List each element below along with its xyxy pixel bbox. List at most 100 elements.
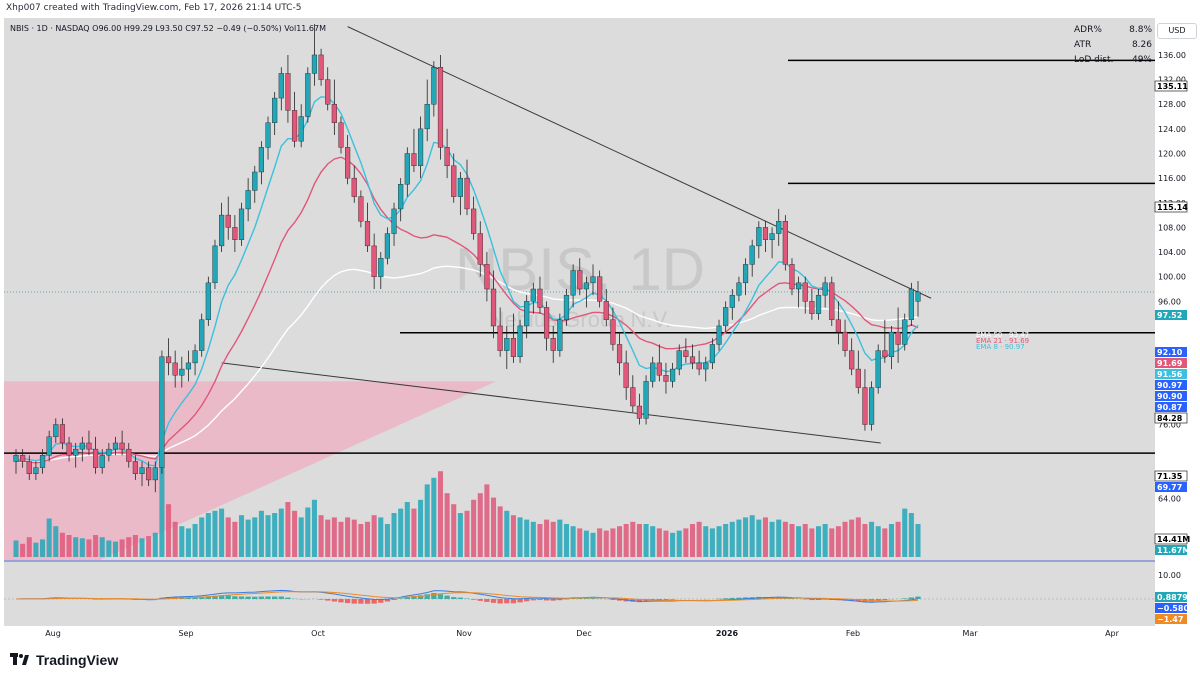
trendline xyxy=(347,26,932,299)
macd-histogram-bar xyxy=(232,596,238,599)
volume-bar xyxy=(617,526,623,557)
currency-button[interactable]: USD xyxy=(1157,23,1197,39)
volume-bar xyxy=(66,535,72,557)
candle-body xyxy=(86,442,92,450)
candle-body xyxy=(570,270,576,296)
candle-body xyxy=(192,350,198,364)
candle-body xyxy=(689,356,696,364)
tradingview-logo-icon xyxy=(10,653,29,665)
macd-histogram-bar xyxy=(908,597,915,599)
volume-bar xyxy=(232,521,238,557)
ema-legend-label: EMA 21 · 91.69 xyxy=(976,337,1029,345)
candle-body xyxy=(490,288,497,327)
price-label-box xyxy=(1154,201,1188,213)
volume-bar xyxy=(497,506,503,557)
volume-bar xyxy=(736,519,742,557)
price-axis[interactable] xyxy=(1155,18,1200,626)
macd-histogram-bar xyxy=(484,599,490,602)
volume-bar xyxy=(610,528,616,557)
macd-histogram-bar xyxy=(404,596,410,599)
volume-bar xyxy=(577,528,583,557)
candle-body xyxy=(676,350,682,370)
volume-bar xyxy=(99,537,105,557)
time-label: Oct xyxy=(311,629,325,638)
candle-body xyxy=(384,233,390,259)
trendline xyxy=(221,362,881,444)
macd-histogram-bar xyxy=(431,592,437,599)
volume-bar xyxy=(723,524,729,557)
candle-body xyxy=(66,442,72,456)
macd-histogram-bar xyxy=(192,597,198,599)
volume-bar xyxy=(192,524,198,557)
macd-histogram-bar xyxy=(364,599,371,604)
stat-value: 8.8% xyxy=(1129,25,1152,35)
candle-body xyxy=(73,448,79,456)
price-tick-label: 116.00 xyxy=(1158,174,1186,183)
candle-body xyxy=(868,387,875,425)
volume-bar xyxy=(491,497,497,557)
volume-bar xyxy=(484,484,490,557)
candle-body xyxy=(238,208,245,240)
volume-bar xyxy=(643,524,649,557)
macd-histogram-bar xyxy=(252,596,258,599)
volume-bar xyxy=(444,493,450,557)
macd-histogram-bar xyxy=(437,594,444,599)
volume-bar xyxy=(331,517,337,557)
macd-histogram-bar xyxy=(524,599,530,602)
candle-body xyxy=(411,153,417,167)
candle-body xyxy=(650,362,656,382)
macd-histogram-bar xyxy=(543,599,550,601)
price-label-box xyxy=(1154,533,1188,545)
volume-bar xyxy=(325,519,331,557)
candle-body xyxy=(696,362,702,370)
candle-body xyxy=(245,190,251,210)
volume-bar xyxy=(185,528,191,557)
volume-bar xyxy=(504,510,510,557)
candle-body xyxy=(802,282,808,302)
candle-body xyxy=(404,153,410,185)
macd-histogram-bar xyxy=(218,595,225,599)
volume-bar xyxy=(696,521,702,557)
macd-histogram-bar xyxy=(809,599,815,601)
stat-row-adr: ADR% 8.8% xyxy=(1074,25,1152,40)
price-tick-label: 64.00 xyxy=(1158,494,1181,503)
stat-label: LoD dist. xyxy=(1074,55,1114,65)
volume-bar xyxy=(537,524,543,557)
volume-bar xyxy=(225,517,231,557)
volume-bar xyxy=(471,499,477,557)
candle-body xyxy=(822,282,828,296)
volume-bar xyxy=(205,513,211,557)
macd-histogram-bar xyxy=(411,595,417,599)
price-tick-label: 132.00 xyxy=(1158,76,1186,85)
stat-label: ADR% xyxy=(1074,25,1102,35)
macd-histogram-bar xyxy=(583,598,590,599)
horizontal-levels xyxy=(4,59,1155,454)
candle-body xyxy=(325,79,331,105)
candle-body xyxy=(855,368,861,388)
volume-bar xyxy=(112,541,119,557)
candle-body xyxy=(756,227,762,247)
candle-body xyxy=(796,282,802,290)
price-tick-label: 120.00 xyxy=(1158,150,1186,159)
time-axis[interactable] xyxy=(4,626,1200,640)
volume-bar xyxy=(79,538,85,557)
volume-bar xyxy=(364,521,371,557)
volume-bar xyxy=(849,519,855,557)
volume-bar xyxy=(292,510,298,557)
macd-label-box xyxy=(1155,614,1187,624)
candle-body xyxy=(26,461,32,474)
tradingview-logo[interactable]: TradingView xyxy=(10,652,118,668)
time-label: Nov xyxy=(456,629,472,638)
candlestick-chart[interactable]: NBIS, 1D Nebius Group N.V. EMA 50 · 93.4… xyxy=(0,0,1200,640)
macd-histogram-bar xyxy=(510,599,517,604)
candle-body xyxy=(835,319,841,333)
volume-bar xyxy=(424,484,430,557)
candle-body xyxy=(703,362,709,370)
candle-body xyxy=(849,350,855,370)
volume-bar xyxy=(305,507,311,557)
macd-histogram-bar xyxy=(318,599,324,600)
macd-histogram-bar xyxy=(590,598,596,599)
volume-bar xyxy=(650,526,656,557)
macd-histogram-bar xyxy=(245,596,251,599)
volume-bar xyxy=(166,504,172,557)
